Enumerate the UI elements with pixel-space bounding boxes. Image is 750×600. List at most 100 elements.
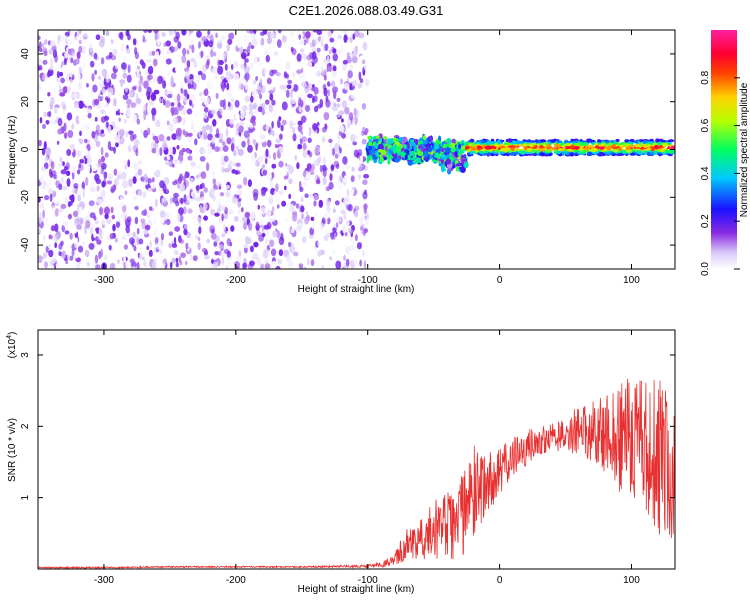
heatmap-cell	[342, 225, 347, 234]
heatmap-cell	[610, 152, 614, 155]
heatmap-cell	[136, 118, 140, 125]
heatmap-cell	[323, 58, 327, 64]
colorbar-tick-label: 0.0	[700, 262, 711, 276]
figure-title: C2E1.2026.088.03.49.G31	[289, 3, 444, 18]
heatmap-cell	[299, 86, 306, 95]
heatmap-cell	[60, 203, 67, 210]
spectrogram-y-tick-label: 20	[20, 96, 31, 108]
heatmap-cell	[194, 138, 198, 146]
heatmap-cell	[587, 151, 593, 156]
heatmap-cell	[238, 249, 242, 258]
heatmap-cell	[42, 209, 45, 219]
heatmap-cell	[336, 184, 343, 191]
heatmap-cell	[515, 140, 521, 145]
heatmap-cell	[314, 38, 320, 45]
heatmap-cell	[175, 31, 180, 40]
heatmap-cell	[347, 204, 353, 212]
heatmap-cell	[38, 139, 42, 147]
heatmap-cell	[284, 166, 288, 172]
heatmap-cell	[76, 150, 82, 157]
heatmap-cell	[202, 265, 208, 269]
heatmap-cell	[79, 93, 84, 101]
heatmap-cell	[529, 143, 534, 148]
heatmap-cell	[133, 162, 139, 171]
heatmap-cell	[122, 94, 129, 100]
heatmap-cell	[365, 52, 369, 58]
heatmap-cell	[128, 90, 133, 99]
heatmap-cell	[364, 217, 369, 226]
heatmap-cell	[135, 98, 142, 105]
heatmap-cell	[114, 178, 119, 187]
heatmap-cell	[208, 40, 214, 48]
heatmap-cell	[212, 178, 217, 185]
heatmap-cell	[91, 73, 95, 82]
heatmap-cell	[79, 217, 84, 225]
heatmap-cell	[136, 237, 140, 246]
heatmap-cell	[253, 252, 259, 258]
heatmap-cell	[147, 127, 151, 136]
heatmap-cell	[55, 263, 60, 269]
heatmap-cell	[334, 143, 340, 152]
heatmap-cell	[66, 112, 73, 121]
heatmap-cell	[153, 89, 160, 95]
heatmap-cell	[96, 239, 102, 245]
heatmap-cell	[332, 53, 339, 62]
heatmap-cell	[225, 184, 230, 190]
heatmap-cell	[364, 64, 367, 70]
heatmap-cell	[240, 133, 245, 140]
heatmap-cell	[80, 61, 84, 70]
heatmap-cell	[613, 149, 619, 153]
heatmap-cell	[296, 162, 300, 170]
heatmap-cell	[101, 180, 106, 188]
heatmap-cell	[367, 155, 374, 159]
heatmap-cell	[44, 218, 49, 224]
heatmap-cell	[77, 245, 84, 253]
heatmap-cell	[132, 72, 137, 79]
heatmap-cell	[180, 252, 187, 258]
heatmap-cell	[195, 235, 199, 240]
heatmap-cell	[387, 138, 393, 146]
heatmap-cell	[283, 175, 288, 180]
heatmap-cell	[94, 98, 100, 106]
heatmap-cell	[195, 185, 200, 191]
heatmap-cell	[175, 257, 179, 263]
heatmap-cell	[224, 248, 230, 254]
heatmap-cell	[182, 47, 187, 56]
heatmap-cell	[199, 253, 204, 258]
heatmap-cell	[364, 79, 370, 86]
heatmap-cell	[134, 47, 138, 55]
heatmap-cell	[276, 149, 281, 159]
heatmap-cell	[48, 110, 52, 118]
heatmap-cell	[165, 40, 171, 47]
heatmap-cell	[269, 69, 275, 77]
heatmap-cell	[544, 142, 549, 146]
heatmap-cell	[200, 95, 205, 103]
heatmap-cell	[207, 143, 210, 148]
heatmap-cell	[230, 98, 235, 103]
heatmap-cell	[248, 111, 254, 116]
heatmap-cell	[248, 102, 253, 112]
heatmap-cell	[69, 78, 73, 84]
heatmap-marks	[38, 30, 675, 269]
heatmap-cell	[53, 233, 59, 243]
heatmap-cell	[126, 251, 130, 257]
heatmap-cell	[166, 155, 171, 160]
heatmap-cell	[59, 157, 63, 163]
heatmap-cell	[53, 87, 59, 94]
heatmap-cell	[669, 139, 675, 142]
heatmap-cell	[345, 163, 351, 169]
heatmap-cell	[176, 93, 181, 103]
heatmap-cell	[151, 147, 157, 154]
heatmap-cell	[65, 75, 69, 82]
heatmap-cell	[45, 184, 51, 190]
heatmap-cell	[478, 151, 485, 154]
heatmap-cell	[91, 131, 96, 139]
heatmap-cell	[413, 144, 418, 152]
heatmap-cell	[211, 228, 215, 234]
heatmap-cell	[93, 230, 97, 239]
heatmap-cell	[229, 118, 235, 125]
heatmap-cell	[306, 54, 313, 61]
heatmap-cell	[252, 265, 256, 269]
heatmap-cell	[114, 237, 118, 243]
